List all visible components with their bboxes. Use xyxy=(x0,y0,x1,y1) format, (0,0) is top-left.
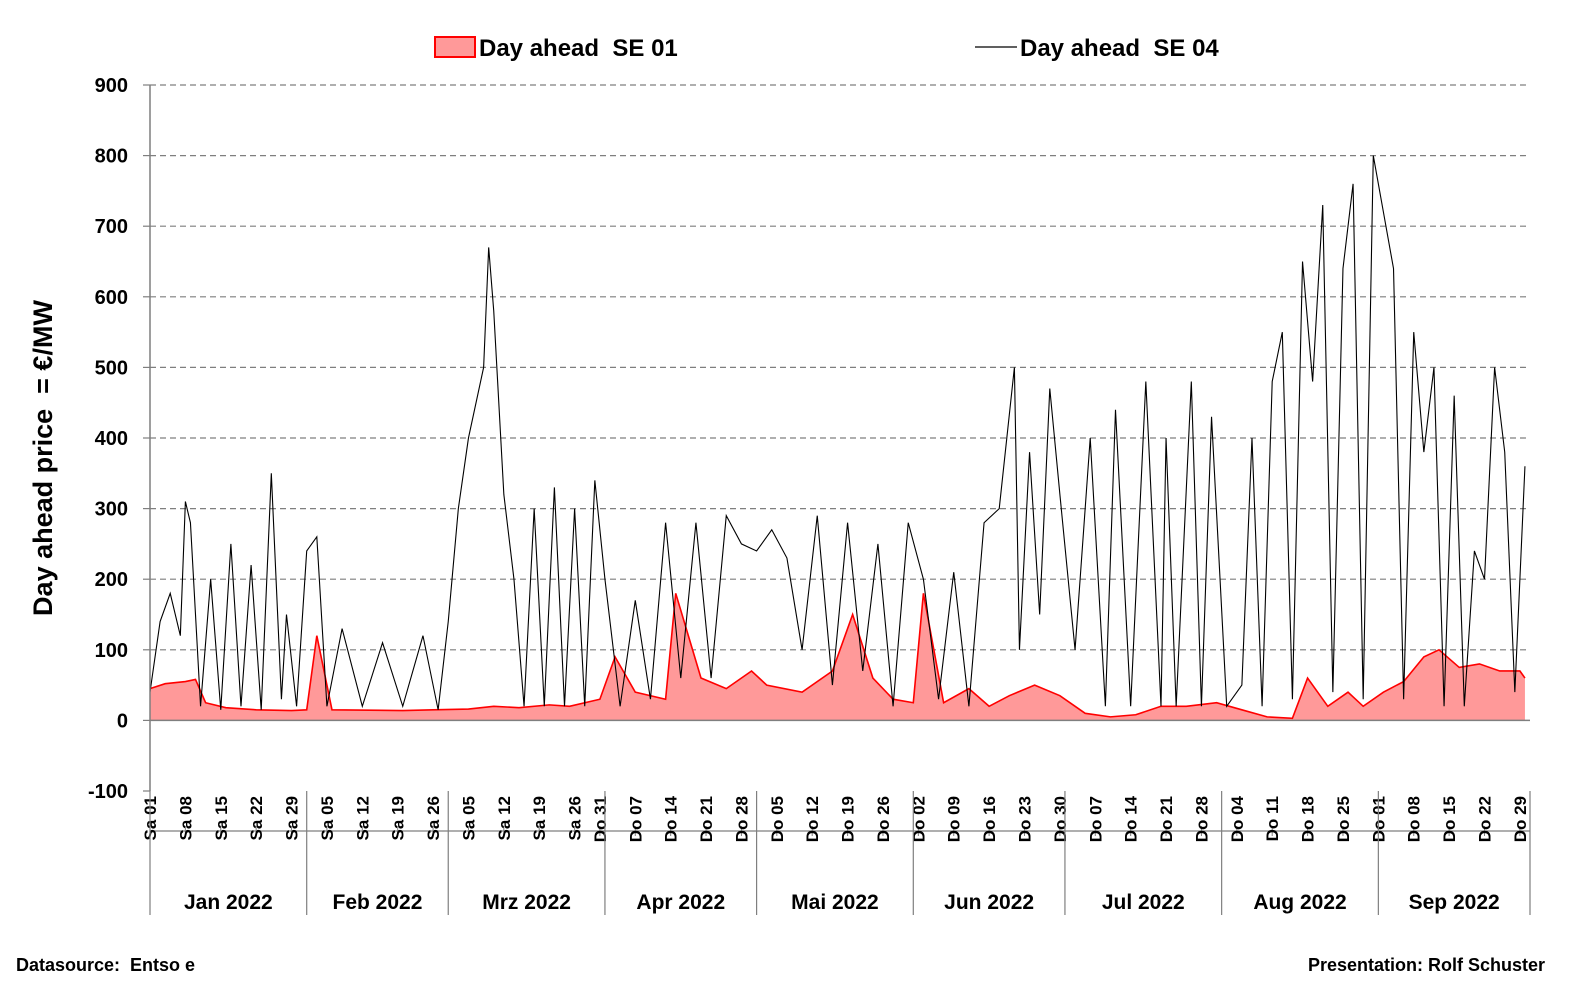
y-axis-title: Day ahead price = €/MW xyxy=(28,300,58,616)
x-tick-label: Do 22 xyxy=(1476,796,1495,842)
x-tick-label: Do 04 xyxy=(1228,795,1247,842)
x-tick-label: Do 14 xyxy=(662,795,681,842)
x-tick-label: Sa 12 xyxy=(495,796,514,840)
y-tick-label: 600 xyxy=(95,287,128,309)
y-tick-label: 100 xyxy=(95,640,128,662)
x-tick-label: Do 11 xyxy=(1263,796,1282,841)
x-tick-label: Do 08 xyxy=(1405,796,1424,842)
month-label: Apr 2022 xyxy=(636,891,725,914)
x-tick-label: Do 18 xyxy=(1299,796,1318,842)
x-tick-label: Sa 22 xyxy=(247,796,266,840)
x-tick-label: Do 19 xyxy=(839,796,858,842)
x-tick-label: Do 29 xyxy=(1511,796,1530,842)
x-tick-label: Sa 19 xyxy=(389,796,408,840)
x-tick-label: Sa 29 xyxy=(283,796,302,840)
x-tick-label: Do 12 xyxy=(803,796,822,842)
x-tick-label: Do 26 xyxy=(874,796,893,842)
x-tick-label: Sa 26 xyxy=(566,796,585,840)
x-tick-label: Do 21 xyxy=(697,796,716,842)
month-label: Mai 2022 xyxy=(791,891,879,914)
legend-label-se01: Day ahead SE 01 xyxy=(479,35,678,62)
x-tick-label: Do 07 xyxy=(626,796,645,842)
x-tick-label: Do 30 xyxy=(1051,796,1070,842)
x-tick-label: Do 31 xyxy=(591,796,610,842)
y-tick-label: 300 xyxy=(95,499,128,521)
x-tick-label: Do 09 xyxy=(945,796,964,842)
month-label: Mrz 2022 xyxy=(482,891,571,914)
series-line-se01 xyxy=(149,593,1526,720)
presentation-credit: Presentation: Rolf Schuster xyxy=(1307,955,1545,975)
y-tick-label: -100 xyxy=(88,781,128,803)
y-tick-label: 0 xyxy=(117,710,128,732)
month-label: Jun 2022 xyxy=(944,891,1034,914)
x-tick-label: Sa 05 xyxy=(459,796,478,840)
series-line-se04 xyxy=(149,155,1526,710)
legend: Day ahead SE 01 Day ahead SE 04 xyxy=(434,35,1219,62)
month-label: Feb 2022 xyxy=(333,891,423,914)
x-tick-labels: Sa 01 Sa 08 Sa 15 Sa 22 Sa 29 Sa 05 Sa 12 Sa 19… xyxy=(141,795,1530,842)
series-area-se01 xyxy=(150,593,1525,721)
x-tick-label: Do 28 xyxy=(732,796,751,842)
x-tick-label: Sa 19 xyxy=(530,796,549,840)
month-labels: Jan 2022 Feb 2022 Mrz 2022 Apr 2022 Mai 2022… xyxy=(149,791,1531,915)
x-tick-label: Sa 26 xyxy=(424,796,443,840)
x-tick-label: Sa 05 xyxy=(318,796,337,840)
x-tick-label: Do 21 xyxy=(1157,796,1176,842)
y-tick-label: 400 xyxy=(95,428,128,450)
y-tick-label: 500 xyxy=(95,357,128,379)
x-tick-label: Do 02 xyxy=(909,796,928,842)
legend-label-se04: Day ahead SE 04 xyxy=(1020,35,1219,62)
month-label: Jan 2022 xyxy=(184,891,273,914)
month-label: Jul 2022 xyxy=(1102,891,1185,914)
x-tick-label: Do 28 xyxy=(1192,796,1211,842)
y-tick-label: 700 xyxy=(95,216,128,238)
x-tick-label: Do 15 xyxy=(1440,796,1459,842)
axes xyxy=(149,85,1530,832)
y-tick-label: 900 xyxy=(95,75,128,97)
x-tick-label: Do 14 xyxy=(1122,795,1141,842)
x-tick-label: Sa 12 xyxy=(353,796,372,840)
y-tick-label: 800 xyxy=(95,146,128,168)
series-layer xyxy=(149,155,1526,721)
x-tick-label: Sa 08 xyxy=(176,796,195,840)
x-tick-label: Do 23 xyxy=(1016,796,1035,842)
y-tick-labels: -100 0 100 200 300 400 500 600 700 800 900 xyxy=(88,75,128,803)
datasource-note: Datasource: Entso e xyxy=(16,955,196,975)
x-tick-label: Do 07 xyxy=(1086,796,1105,842)
x-tick-label: Do 05 xyxy=(768,796,787,842)
x-tick-label: Sa 15 xyxy=(212,796,231,840)
month-label: Aug 2022 xyxy=(1253,891,1346,914)
legend-swatch-se01 xyxy=(434,36,476,58)
y-tick-label: 200 xyxy=(95,569,128,591)
x-tick-label: Do 16 xyxy=(980,796,999,842)
month-label: Sep 2022 xyxy=(1409,891,1500,914)
x-tick-label: Do 25 xyxy=(1334,796,1353,842)
